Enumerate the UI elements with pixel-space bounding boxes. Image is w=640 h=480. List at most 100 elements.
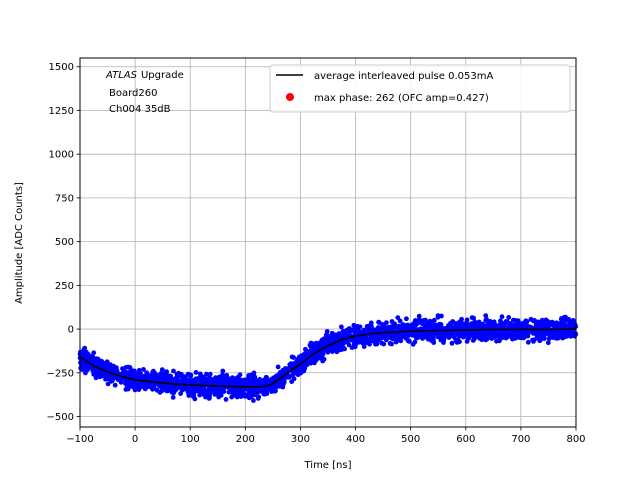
scatter-point <box>540 324 546 330</box>
scatter-point <box>461 324 467 329</box>
scatter-point <box>537 338 543 344</box>
scatter-point <box>330 349 335 354</box>
scatter-point <box>297 368 303 373</box>
scatter-point <box>417 331 423 337</box>
scatter-point <box>400 334 406 339</box>
y-tick-label: 1000 <box>49 150 74 161</box>
scatter-point <box>500 333 505 339</box>
scatter-point <box>476 332 482 338</box>
scatter-point <box>374 333 380 339</box>
x-tick-label: 800 <box>566 434 585 445</box>
scatter-point <box>171 368 176 374</box>
scatter-point <box>255 396 261 401</box>
scatter-point <box>336 332 342 338</box>
scatter-point <box>354 337 360 342</box>
scatter-point <box>439 336 445 342</box>
scatter-point <box>351 322 357 328</box>
scatter-point <box>488 333 494 338</box>
x-tick-label: 100 <box>181 434 200 445</box>
scatter-point <box>424 332 430 337</box>
scatter-point <box>141 367 146 372</box>
scatter-point <box>354 331 360 336</box>
scatter-point <box>147 374 153 379</box>
scatter-point <box>102 362 108 368</box>
scatter-point <box>275 364 281 370</box>
scatter-point <box>159 367 165 372</box>
scatter-point <box>246 391 252 396</box>
scatter-point <box>369 323 374 329</box>
scatter-point <box>316 354 322 359</box>
scatter-point <box>242 380 248 386</box>
scatter-point <box>506 315 512 320</box>
scatter-point <box>208 387 214 393</box>
scatter-point <box>295 360 301 366</box>
scatter-point <box>464 339 470 344</box>
scatter-point <box>232 391 238 396</box>
x-tick-label: 600 <box>456 434 475 445</box>
scatter-point <box>223 397 229 402</box>
scatter-point <box>465 330 471 336</box>
scatter-point <box>188 386 194 392</box>
scatter-point <box>170 395 176 400</box>
scatter-point <box>559 321 565 327</box>
scatter-point <box>554 320 560 326</box>
scatter-point <box>99 371 105 377</box>
y-tick-label: 500 <box>55 237 74 248</box>
scatter-point <box>204 377 210 383</box>
scatter-point <box>563 314 568 320</box>
scatter-point <box>509 323 515 329</box>
scatter-point <box>383 337 389 343</box>
y-tick-label: −500 <box>47 412 74 423</box>
scatter-point <box>94 374 100 379</box>
scatter-point <box>390 325 395 330</box>
scatter-point <box>235 374 241 380</box>
scatter-point <box>471 315 476 321</box>
scatter-point <box>238 377 244 383</box>
scatter-point <box>550 320 556 326</box>
scatter-point <box>330 337 336 342</box>
scatter-point <box>321 356 327 362</box>
scatter-point <box>128 367 134 373</box>
scatter-point <box>240 386 246 392</box>
scatter-point <box>95 361 100 367</box>
legend-entry-max-phase: max phase: 262 (OFC amp=0.427) <box>314 93 489 104</box>
scatter-point <box>430 325 436 330</box>
scatter-point <box>361 344 367 349</box>
scatter-point <box>246 395 252 401</box>
scatter-point <box>412 332 418 338</box>
scatter-point <box>170 377 175 382</box>
x-tick-label: 200 <box>236 434 255 445</box>
scatter-point <box>224 372 230 378</box>
scatter-point <box>91 371 97 377</box>
scatter-point <box>511 317 516 323</box>
x-tick-label: 500 <box>401 434 420 445</box>
scatter-point <box>136 385 142 391</box>
scatter-point <box>141 384 147 390</box>
average-pulse-line <box>79 328 577 388</box>
scatter-point <box>539 317 545 323</box>
scatter-point <box>333 343 339 348</box>
x-axis-label: Time [ns] <box>303 460 351 471</box>
scatter-point <box>295 372 301 378</box>
scatter-point <box>523 318 529 324</box>
annotation-channel: Ch004 35dB <box>109 104 171 115</box>
scatter-point <box>525 323 530 329</box>
scatter-point <box>83 370 88 376</box>
scatter-point <box>272 388 278 394</box>
scatter-point <box>431 340 437 345</box>
scatter-point <box>144 370 150 376</box>
scatter-point <box>326 333 332 339</box>
scatter-point <box>256 388 262 394</box>
scatter-point <box>404 316 409 322</box>
y-tick-label: 750 <box>55 193 74 204</box>
scatter-point <box>508 330 513 336</box>
scatter-point <box>154 387 160 393</box>
scatter-point <box>340 340 346 346</box>
scatter-point <box>251 392 257 397</box>
scatter-point <box>409 324 415 330</box>
scatter-point <box>139 373 145 379</box>
scatter-point <box>521 335 526 341</box>
legend-box <box>269 64 571 113</box>
scatter-point <box>182 379 188 385</box>
scatter-point <box>273 383 278 389</box>
